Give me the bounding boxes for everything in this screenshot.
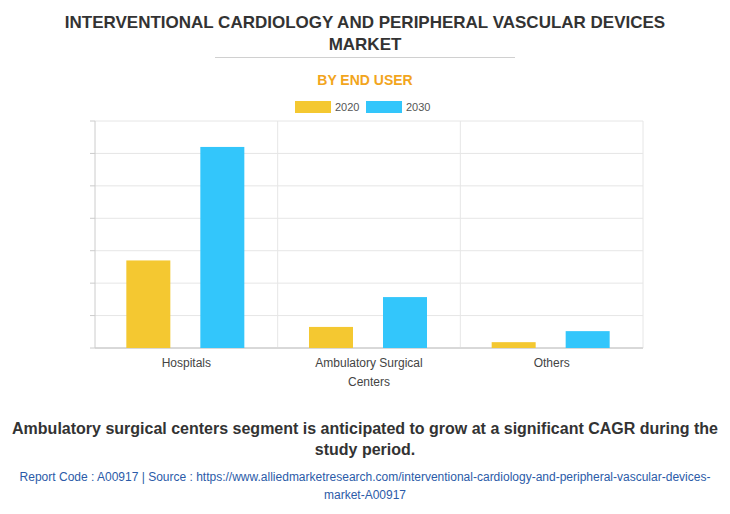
legend-label: 2020: [335, 101, 359, 113]
bar: [309, 327, 353, 348]
title-rule: [215, 57, 515, 58]
x-tick-label: Hospitals: [162, 356, 211, 370]
y-tick: [90, 283, 95, 284]
x-tick-label-line: Ambulatory Surgical: [315, 356, 422, 370]
x-axis: [95, 348, 643, 349]
category-divider: [643, 121, 644, 348]
grid-line: [95, 153, 643, 154]
caption: Ambulatory surgical centers segment is a…: [6, 418, 724, 460]
y-tick: [90, 153, 95, 154]
x-tick-label: Others: [534, 356, 570, 370]
bar: [566, 331, 610, 348]
page: {"chart_data": {"type": "bar", "title": …: [0, 0, 730, 514]
grid-line: [95, 218, 643, 219]
legend: 2020 2030: [295, 101, 430, 113]
title: INTERVENTIONAL CARDIOLOGY AND PERIPHERAL…: [35, 12, 695, 56]
y-tick: [90, 348, 95, 349]
legend-swatch: [295, 101, 331, 113]
grid: [90, 121, 643, 348]
grid-line: [95, 185, 643, 186]
x-tick-label-line: Hospitals: [162, 356, 211, 370]
grid-line: [95, 121, 643, 122]
y-axis: [95, 121, 96, 348]
bars: [126, 147, 609, 348]
y-tick: [90, 218, 95, 219]
bar: [492, 342, 536, 348]
bar: [126, 260, 170, 348]
y-tick: [90, 121, 95, 122]
subtitle: BY END USER: [0, 72, 730, 88]
category-divider: [460, 121, 461, 348]
x-tick-label-line: Centers: [348, 375, 390, 389]
bar: [383, 297, 427, 348]
source: Report Code : A00917 | Source : https://…: [15, 468, 715, 504]
grid-line: [95, 348, 643, 349]
grid-line: [95, 250, 643, 251]
y-tick: [90, 185, 95, 186]
grid-line: [95, 283, 643, 284]
chart: Hospitals Ambulatory Surgical Centers Other…: [0, 0, 730, 400]
x-tick-label-line: Others: [534, 356, 570, 370]
x-tick-label: Ambulatory Surgical Centers: [315, 356, 422, 389]
bar: [200, 147, 244, 348]
legend-label: 2030: [406, 101, 430, 113]
y-tick: [90, 315, 95, 316]
legend-swatch: [366, 101, 402, 113]
grid-line: [95, 315, 643, 316]
y-tick: [90, 250, 95, 251]
category-divider: [277, 121, 278, 348]
